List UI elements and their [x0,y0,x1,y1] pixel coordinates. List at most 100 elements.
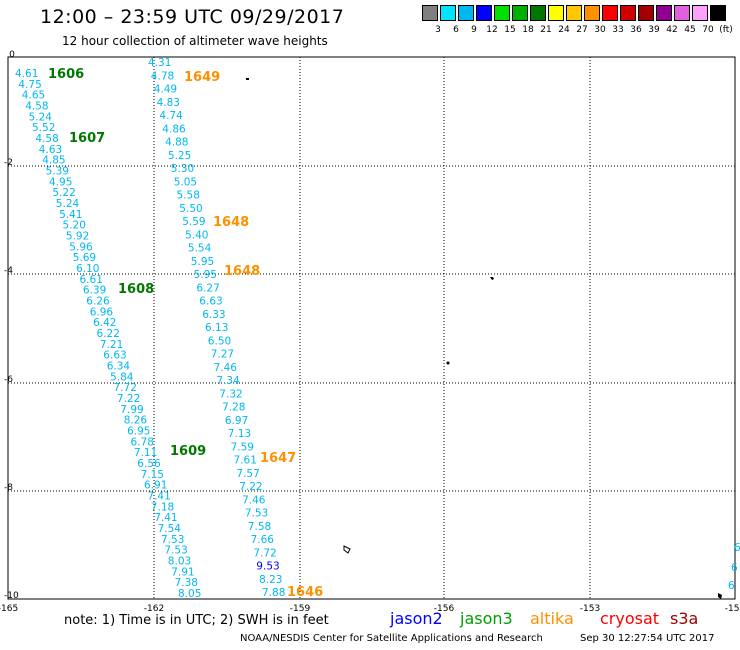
swh-value: 5.84 [110,371,134,383]
swh-value: 7.11 [134,447,157,459]
scale-swatch [494,5,510,21]
pass-number-label: 1648 [213,215,249,230]
satellite-legend-jason2: jason2 [390,609,443,628]
swh-value: 4.75 [18,79,41,91]
scale-label: 3 [435,25,441,35]
scale-label: 70 [702,25,714,35]
swh-value: 4.61 [15,68,38,80]
map-grid [7,56,736,600]
swh-value: 7.72 [253,547,276,559]
lon-tick-label: -156 [434,604,455,614]
scale-label: 39 [648,25,660,35]
lat-tick-label: -4 [4,266,13,276]
map-axes: -165 -162 -159 -156 -153 -150 0 -2 -4 -6 -8 -10 [0,50,740,614]
swh-value: 8.03 [168,556,191,568]
scale-label: (ft) [719,25,733,35]
swh-value: 5.39 [46,166,69,178]
scale-swatch [656,5,672,21]
swh-value: 6.50 [208,335,231,347]
scale-label: 6 [453,25,459,35]
pass-number-label: 1649 [184,70,220,85]
swh-value: 4.63 [39,144,62,156]
scale-label: 27 [576,25,588,35]
scale-label: 9 [471,25,477,35]
pass-number-label: 1608 [118,282,154,297]
swh-value: 4.78 [151,70,174,82]
swh-value: 5.05 [174,176,197,188]
lat-tick-label: -10 [4,591,19,601]
swh-value: 7.28 [222,402,245,414]
pass-labels: 1606 1607 1608 1609 1649 1648 1648 1647 1646 [48,67,323,600]
generated-timestamp: Sep 30 12:27:54 UTC 2017 [580,633,715,644]
swh-value: 7.53 [161,534,184,546]
scale-swatch [458,5,474,21]
lon-tick-label: -150 [725,604,740,614]
swh-value: 7.41 [147,491,170,503]
swh-value: 5.95 [191,256,214,268]
swh-value: 5.22 [52,187,75,199]
pass-number-label: 1646 [287,585,323,600]
swh-value: 4.31 [148,57,171,69]
scale-label: 33 [612,25,624,35]
swh-value: 4.58 [35,133,58,145]
swh-value: 6.39 [83,285,106,297]
scale-label: 18 [522,25,534,35]
swh-value: 6 [731,562,738,574]
swh-value: 7.46 [214,362,238,374]
pass-number-label: 1609 [170,444,206,459]
swh-value: 7.27 [211,349,234,361]
scale-label: 36 [630,25,642,35]
credit-text: NOAA/NESDIS Center for Satellite Applica… [240,633,543,644]
coastline-marks [246,78,722,599]
swh-value: 5.92 [66,231,89,243]
swh-value: 7.38 [175,577,198,589]
scale-swatch [440,5,456,21]
pass-number-label: 1607 [69,131,105,146]
swh-value: 7.66 [251,534,275,546]
scale-label: 42 [666,25,678,35]
swh-value: 6.96 [90,306,114,318]
scale-label: 15 [504,25,516,35]
lat-tick-label: -2 [4,158,13,168]
swh-value: 7.53 [245,508,268,520]
scale-swatch [602,5,618,21]
swh-value: 9.53 [256,561,279,573]
lat-tick-label: -6 [4,375,13,385]
swh-value: 6.22 [97,328,120,340]
swh-value: 4.86 [162,123,186,135]
swh-value: 7.13 [228,428,251,440]
swh-value: 7.88 [262,587,285,599]
swh-value: 6.34 [107,361,131,373]
swh-value: 5.58 [177,190,200,202]
swh-value: 7.46 [242,494,266,506]
satellite-legend-cryosat: cryosat [600,609,660,628]
swh-value: 7.32 [219,388,242,400]
swh-value: 5.54 [188,243,212,255]
swh-value: 5.30 [171,163,194,175]
swh-value: 6.56 [137,458,161,470]
swh-value: 5.50 [179,203,202,215]
lon-tick-label: -153 [580,604,600,614]
scale-swatch [692,5,708,21]
swh-value: 8.23 [259,574,282,586]
swh-value: 4.58 [25,101,48,113]
swh-value: 7.22 [117,393,140,405]
swh-value: 4.49 [154,84,177,96]
swh-value: 6.26 [86,296,110,308]
scale-label: 30 [594,25,606,35]
scale-label: 45 [684,25,696,35]
swh-value: 7.99 [120,404,143,416]
scale-swatch [530,5,546,21]
swh-value: 7.54 [158,523,182,535]
swh-value: 6.91 [144,480,167,492]
swh-value: 7.34 [216,375,240,387]
scale-swatch [422,5,438,21]
swh-value: 6 [734,542,740,554]
swh-value: 5.69 [73,252,96,264]
chart-title: 12:00 – 23:59 UTC 09/29/2017 [40,6,345,28]
scale-swatch [566,5,582,21]
swh-value: 7.22 [239,481,262,493]
swh-value: 6.95 [127,426,150,438]
scale-swatch [512,5,528,21]
swh-value: 7.72 [114,382,137,394]
